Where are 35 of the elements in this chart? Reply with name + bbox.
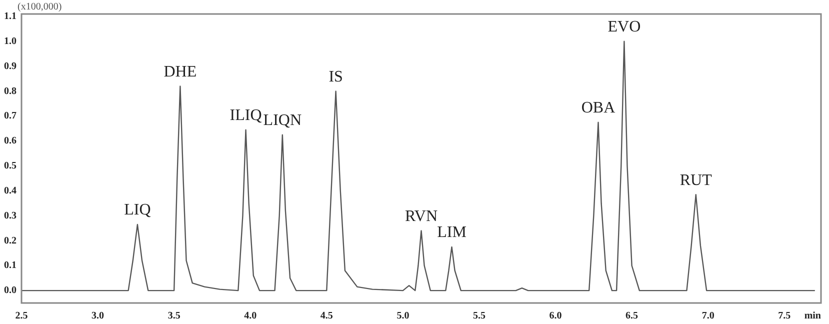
- x-tick-label: 6.5: [626, 310, 638, 322]
- x-tick-label: 5.0: [396, 310, 410, 322]
- x-tick-label: 5.5: [472, 310, 486, 322]
- annotation: DHE: [164, 63, 197, 80]
- x-tick-label: 7.0: [702, 310, 714, 322]
- y-tick-label: 0.8: [4, 86, 16, 97]
- y-tick-label: 0.4: [4, 185, 16, 196]
- y-tick-label: 0.5: [4, 160, 16, 172]
- y-tick-label: 0.1: [4, 260, 16, 272]
- x-tick-label: 4.5: [320, 310, 333, 322]
- y-tick-label: 0.3: [4, 210, 16, 222]
- y-tick-label: 0.0: [4, 285, 16, 296]
- x-tick-label: 3.0: [92, 310, 104, 322]
- y-tick-label: 0.2: [4, 235, 16, 246]
- annotation: LIM: [437, 224, 466, 242]
- x-tick-label: 7.5: [778, 310, 791, 322]
- annotation: OBA: [581, 100, 616, 117]
- y-tick-label: 0.7: [4, 110, 16, 122]
- annotation: IS: [328, 68, 343, 86]
- y-tick-label: 0.9: [4, 60, 16, 72]
- annotation: RVN: [405, 208, 438, 225]
- annotation: ILIQ: [230, 107, 262, 124]
- text: (x100,000): [18, 2, 62, 13]
- y-tick-label: 1.0: [4, 36, 16, 47]
- x-tick-label: 4.0: [244, 310, 257, 322]
- annotation: EVO: [608, 18, 641, 36]
- annotation: LIQN: [263, 112, 302, 130]
- x-tick-label: 6.0: [549, 310, 562, 322]
- annotation: LIQ: [124, 202, 152, 219]
- x-axis-title: min: [804, 310, 822, 322]
- x-tick-label: 3.5: [168, 310, 180, 322]
- y-tick-label: 0.6: [4, 136, 16, 147]
- y-tick-label: 1.1: [4, 11, 16, 22]
- annotation: RUT: [680, 172, 712, 189]
- x-tick-label: 2.5: [15, 310, 28, 322]
